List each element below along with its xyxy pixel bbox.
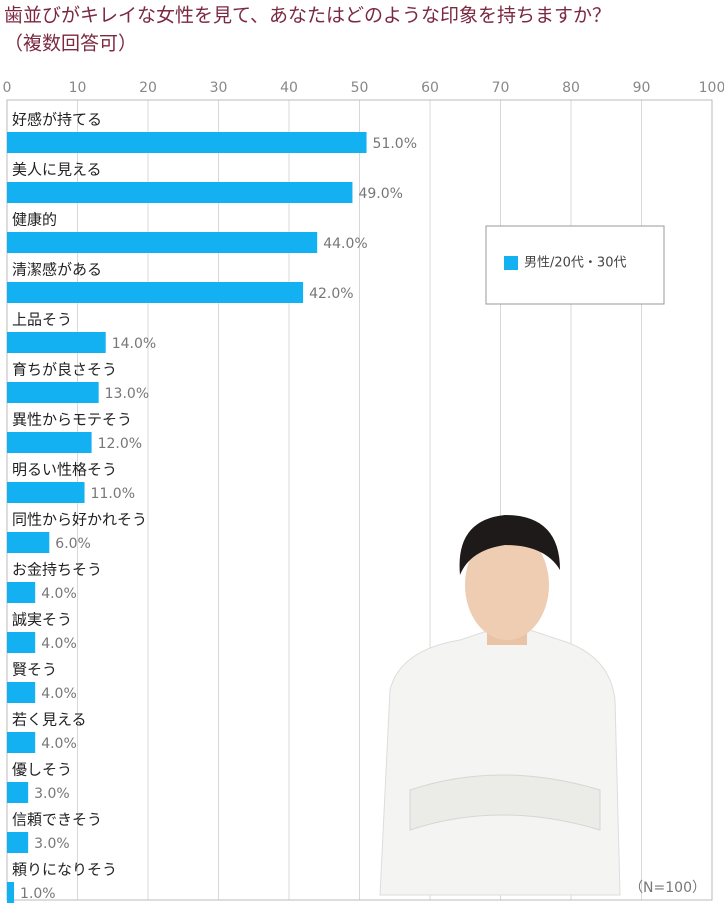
- category-label: 異性からモテそう: [12, 411, 132, 429]
- bar: [7, 432, 92, 453]
- x-tick-label: 60: [421, 80, 439, 96]
- category-label: 健康的: [12, 211, 57, 229]
- bar: [7, 732, 36, 753]
- category-label: 育ちが良さそう: [12, 361, 117, 379]
- note: （N=100）: [629, 880, 706, 896]
- value-label: 12.0%: [98, 436, 142, 452]
- bar: [7, 882, 15, 903]
- person-photo: [379, 515, 621, 896]
- value-label: 4.0%: [41, 736, 77, 752]
- category-label: 若く見える: [12, 711, 87, 729]
- value-label: 1.0%: [20, 886, 56, 902]
- x-tick-label: 0: [3, 80, 12, 96]
- x-tick-label: 40: [280, 80, 298, 96]
- chart-title: 歯並びがキレイな女性を見て、あなたはどのような印象を持ちますか？: [4, 5, 611, 27]
- bar: [7, 682, 36, 703]
- value-label: 14.0%: [112, 336, 156, 352]
- x-tick-label: 90: [633, 80, 651, 96]
- value-label: 11.0%: [91, 486, 135, 502]
- category-label: 同性から好かれそう: [12, 511, 147, 529]
- category-label: 清潔感がある: [12, 261, 102, 279]
- category-label: 好感が持てる: [12, 111, 102, 129]
- category-label: 上品そう: [12, 311, 72, 329]
- value-label: 13.0%: [105, 386, 149, 402]
- value-label: 3.0%: [34, 836, 70, 852]
- bar: [7, 332, 106, 353]
- category-label: 美人に見える: [12, 161, 102, 179]
- category-label: 頼りになりそう: [12, 861, 117, 879]
- x-tick-label: 70: [492, 80, 510, 96]
- x-tick-label: 100: [699, 80, 724, 96]
- x-tick-label: 50: [351, 80, 369, 96]
- value-label: 6.0%: [55, 536, 91, 552]
- bar: [7, 232, 318, 253]
- legend-label: 男性/20代・30代: [524, 256, 626, 271]
- bar: [7, 582, 36, 603]
- value-label: 49.0%: [358, 186, 402, 202]
- value-label: 44.0%: [323, 236, 367, 252]
- category-label: お金持ちそう: [12, 561, 102, 579]
- x-tick-label: 80: [562, 80, 580, 96]
- chart-subtitle: （複数回答可）: [4, 33, 137, 55]
- x-tick-label: 30: [210, 80, 228, 96]
- category-label: 誠実そう: [12, 611, 72, 629]
- bar: [7, 182, 353, 203]
- bar: [7, 382, 99, 403]
- bar: [7, 282, 304, 303]
- bar: [7, 482, 85, 503]
- x-tick-label: 10: [69, 80, 87, 96]
- bar: [7, 632, 36, 653]
- value-label: 51.0%: [373, 136, 417, 152]
- bar: [7, 132, 367, 153]
- value-label: 3.0%: [34, 786, 70, 802]
- category-label: 信頼できそう: [12, 811, 102, 829]
- bar: [7, 532, 50, 553]
- value-label: 4.0%: [41, 586, 77, 602]
- bar: [7, 832, 29, 853]
- category-label: 優しそう: [12, 761, 72, 779]
- category-label: 賢そう: [12, 661, 57, 679]
- category-label: 明るい性格そう: [12, 461, 117, 479]
- x-tick-label: 20: [139, 80, 157, 96]
- value-label: 4.0%: [41, 686, 77, 702]
- value-label: 42.0%: [309, 286, 353, 302]
- bar: [7, 782, 29, 803]
- value-label: 4.0%: [41, 636, 77, 652]
- legend-swatch: [504, 256, 518, 270]
